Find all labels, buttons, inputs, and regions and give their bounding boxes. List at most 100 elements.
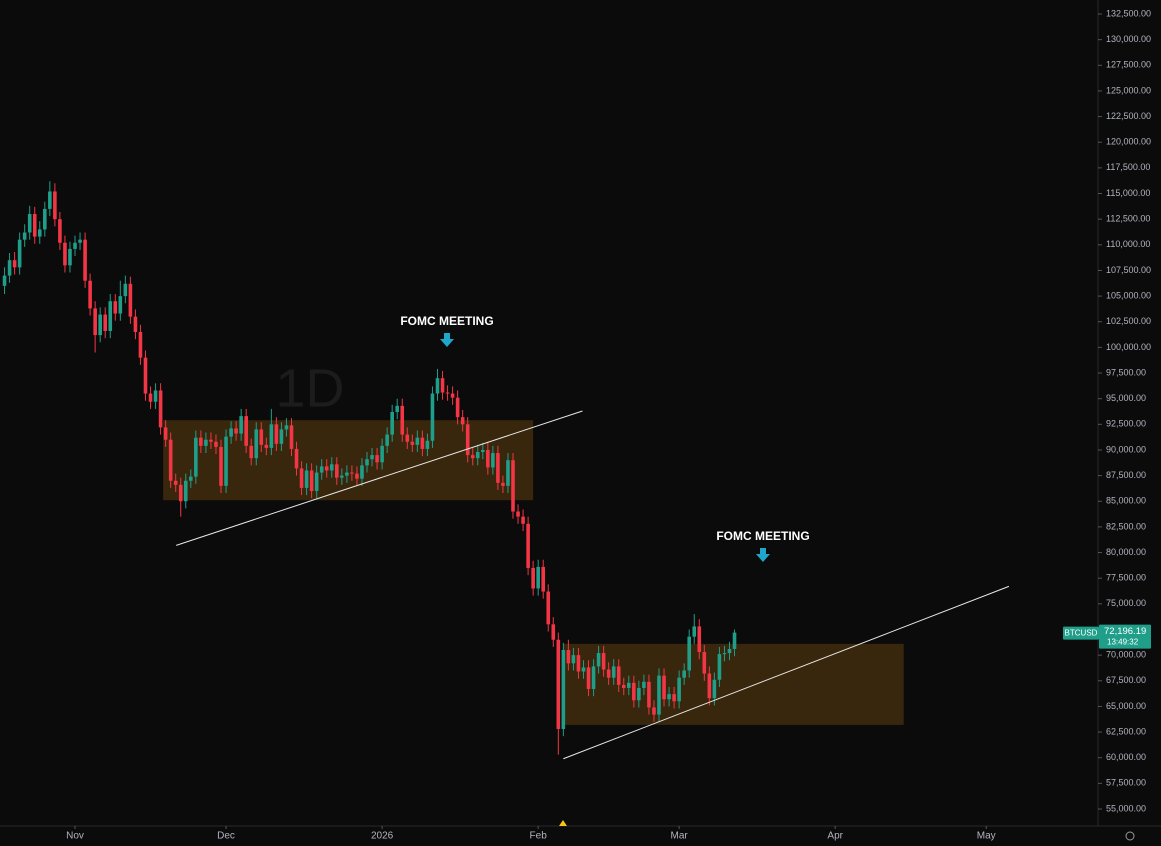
candle-body: [163, 427, 168, 440]
candle-body: [73, 242, 77, 249]
candle-body: [88, 280, 92, 309]
candle-body: [601, 653, 606, 670]
y-tick-label: 55,000.00: [1106, 803, 1146, 813]
watermark: 1D: [275, 358, 344, 418]
candle-body: [430, 393, 435, 441]
candle-body: [667, 694, 671, 700]
candle-body: [350, 472, 354, 474]
candle-body: [319, 466, 324, 473]
candle-body: [194, 437, 198, 477]
candle-body: [189, 476, 193, 481]
candle-body: [647, 681, 651, 708]
candle-body: [309, 470, 314, 491]
countdown-label: 13:49:32: [1107, 638, 1139, 647]
y-tick-label: 100,000.00: [1106, 342, 1151, 352]
candle-body: [486, 449, 490, 468]
candle-body: [581, 667, 586, 672]
candle-body: [410, 441, 415, 445]
candle-body: [78, 239, 82, 243]
y-tick-label: 120,000.00: [1106, 137, 1151, 147]
candle-body: [445, 392, 450, 394]
y-tick-label: 75,000.00: [1106, 598, 1146, 608]
candle-body: [672, 694, 676, 702]
candle-body: [546, 591, 551, 625]
candle-body: [606, 669, 611, 678]
y-tick-label: 122,500.00: [1106, 111, 1151, 121]
candle-body: [450, 393, 455, 398]
candle-body: [7, 260, 12, 276]
candle-body: [455, 397, 460, 418]
candle-body: [395, 405, 400, 413]
candle-body: [239, 416, 243, 434]
candle-body: [702, 652, 707, 674]
candle-body: [697, 626, 702, 653]
candle-body: [294, 448, 299, 469]
candle-body: [27, 214, 32, 233]
y-tick-label: 62,500.00: [1106, 726, 1146, 736]
candle-body: [390, 412, 394, 435]
y-tick-label: 65,000.00: [1106, 701, 1146, 711]
candle-body: [118, 296, 123, 314]
candle-body: [717, 654, 722, 680]
candle-body: [365, 459, 369, 466]
candle-body: [173, 480, 178, 485]
candle-body: [531, 567, 535, 589]
candle-body: [621, 684, 626, 688]
candle-body: [591, 666, 596, 689]
candle-body: [314, 472, 319, 491]
candle-body: [440, 378, 445, 393]
x-tick-label: Apr: [827, 831, 843, 842]
candle-body: [516, 511, 520, 517]
candle-body: [17, 239, 22, 268]
candle-body: [571, 655, 576, 664]
y-tick-label: 92,500.00: [1106, 419, 1146, 429]
candle-body: [586, 667, 591, 689]
settings-icon[interactable]: [1125, 831, 1135, 841]
candle-body: [732, 632, 737, 649]
candle-body: [662, 675, 666, 700]
y-tick-label: 110,000.00: [1106, 239, 1150, 249]
candle-body: [355, 473, 359, 479]
candle-body: [2, 275, 7, 286]
candle-body: [692, 626, 697, 637]
x-tick-label: Mar: [671, 831, 689, 842]
candle-body: [340, 475, 344, 478]
candle-body: [637, 687, 641, 701]
candle-body: [611, 666, 616, 678]
candle-body: [103, 314, 108, 331]
event-marker[interactable]: [559, 820, 567, 826]
zone: [563, 643, 904, 725]
y-tick-label: 125,000.00: [1106, 85, 1151, 95]
candle-body: [148, 393, 153, 402]
x-tick-label: Nov: [66, 831, 84, 842]
y-tick-label: 60,000.00: [1106, 752, 1146, 762]
y-tick-label: 130,000.00: [1106, 34, 1151, 44]
candle-body: [380, 445, 384, 463]
y-tick-label: 67,500.00: [1106, 675, 1146, 685]
y-tick-label: 85,000.00: [1106, 496, 1146, 506]
candle-body: [677, 677, 681, 702]
y-tick-label: 95,000.00: [1106, 393, 1146, 403]
candle-body: [234, 428, 238, 434]
y-tick-label: 127,500.00: [1106, 60, 1151, 70]
candle-body: [244, 416, 248, 446]
candle-body: [43, 208, 47, 230]
candle-body: [133, 316, 138, 333]
x-tick-label: May: [977, 831, 996, 842]
candle-body: [712, 679, 717, 699]
y-tick-label: 117,500.00: [1106, 162, 1150, 172]
trendline: [563, 585, 1010, 760]
candle-body: [335, 464, 339, 478]
candle-body: [556, 639, 561, 729]
annotation-arrow: [756, 548, 770, 562]
candle-body: [420, 437, 425, 449]
candle-body: [632, 682, 636, 701]
candle-body: [511, 460, 515, 512]
y-tick-label: 57,500.00: [1106, 778, 1146, 788]
candle-body: [506, 460, 510, 486]
candle-body: [37, 229, 42, 237]
y-tick-label: 77,500.00: [1106, 573, 1146, 583]
candle-body: [707, 673, 712, 699]
candle-body: [526, 523, 530, 568]
candle-body: [158, 390, 163, 428]
